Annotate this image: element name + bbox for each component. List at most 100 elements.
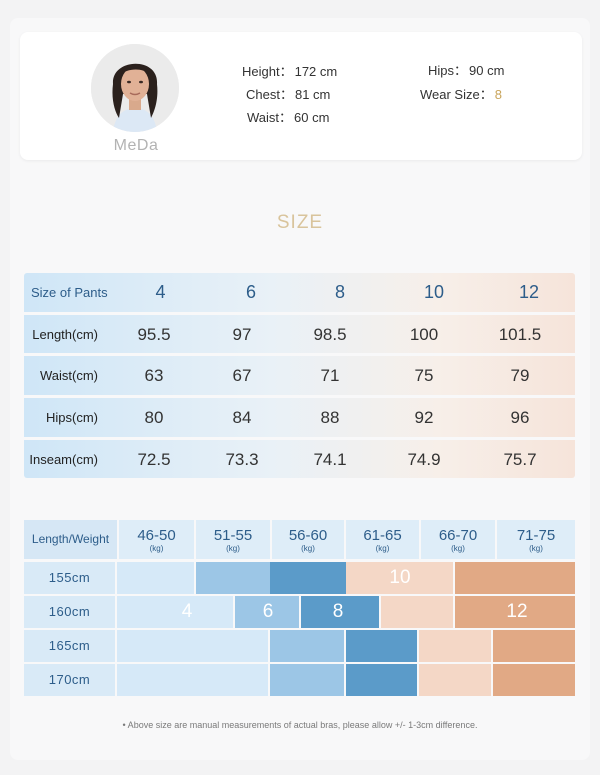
- model-name: MeDa: [113, 137, 159, 154]
- model-hips: Hips： 90 cm: [428, 60, 504, 79]
- table-cell: 96: [510, 408, 530, 427]
- hips-label: Hips：: [428, 63, 468, 78]
- chest-value: 81 cm: [294, 87, 331, 102]
- pants-size-table: Size of Pants 4 6 8 10 12 Length(cm) 95.…: [24, 273, 575, 478]
- table-cell: 97: [232, 325, 252, 344]
- pants-size-12: 12: [518, 282, 540, 302]
- size-6-zone: [196, 562, 270, 594]
- size-4-zone: [117, 630, 268, 662]
- weight-unit: (kg): [226, 544, 240, 553]
- weight-unit: (kg): [301, 544, 315, 553]
- table-cell: 80: [144, 408, 164, 427]
- table-cell: 72.5: [137, 450, 171, 469]
- size-12-zone: [493, 630, 575, 662]
- weight-col-4: 61-65 (kg): [346, 520, 419, 559]
- table-cell: 79: [510, 366, 530, 385]
- weight-header-label-cell: Length/Weight: [24, 520, 117, 559]
- size-chart-page: MeDa Height： 172 cm Chest： 81 cm Waist： 60 …: [10, 18, 590, 760]
- size-8-zone: [346, 630, 417, 662]
- weight-range: 46-50: [137, 527, 176, 544]
- pants-size-8: 8: [334, 282, 345, 302]
- waist-value: 60 cm: [294, 110, 330, 125]
- model-waist: Waist： 60 cm: [247, 107, 329, 126]
- weight-range: 66-70: [438, 527, 478, 544]
- size-4-label: 4: [181, 601, 193, 622]
- weight-col-1: 46-50 (kg): [119, 520, 194, 559]
- row-label-inseam: Inseam(cm): [29, 452, 98, 467]
- model-wear-size: Wear Size： 8: [420, 84, 502, 103]
- weight-unit: (kg): [451, 544, 465, 553]
- size-4-zone: [117, 664, 268, 696]
- table-cell: 74.9: [407, 450, 441, 469]
- height-weight-table: Length/Weight 46-50 (kg) 51-55 (kg) 56-6…: [24, 520, 575, 699]
- pants-size-4: 4: [155, 282, 166, 302]
- size-8-zone: [270, 562, 346, 594]
- table-cell: 88: [320, 408, 340, 427]
- size-4-zone: [117, 562, 194, 594]
- size-12-zone: [493, 664, 575, 696]
- weight-range: 56-60: [288, 527, 328, 544]
- table-cell: 95.5: [137, 325, 171, 344]
- table-cell: 74.1: [313, 450, 347, 469]
- table-cell: 100: [409, 325, 439, 344]
- table-cell: 71: [320, 366, 340, 385]
- chest-label: Chest：: [246, 87, 293, 102]
- model-height: Height： 172 cm: [242, 61, 337, 80]
- table-row: Waist(cm) 63 67 71 75 79: [24, 353, 575, 392]
- table-cell: 67: [232, 366, 252, 385]
- table-cell: 98.5: [313, 325, 347, 344]
- wear-size-label: Wear Size：: [420, 87, 493, 102]
- model-avatar: [91, 44, 179, 132]
- waist-label: Waist：: [247, 110, 293, 125]
- table-cell: 101.5: [498, 325, 542, 344]
- row-label-waist: Waist(cm): [39, 368, 98, 383]
- size-10-label: 10: [389, 567, 411, 588]
- model-portrait-image: [91, 44, 179, 132]
- table-cell: 92: [414, 408, 434, 427]
- size-10-zone: [381, 596, 453, 628]
- hips-value: 90 cm: [469, 63, 505, 78]
- table-cell: 84: [232, 408, 252, 427]
- size-section-title: SIZE: [276, 212, 324, 233]
- weight-col-5: 66-70 (kg): [421, 520, 495, 559]
- measurement-footnote: • Above size are manual measurements of …: [122, 720, 478, 730]
- height-label-170: 170cm: [24, 664, 115, 696]
- size-12-label: 12: [506, 601, 528, 622]
- size-8-zone: [346, 664, 417, 696]
- weight-header-label: Length/Weight: [31, 532, 110, 546]
- weight-unit: (kg): [375, 544, 390, 553]
- wear-size-value: 8: [494, 87, 502, 102]
- size-8-zone: [301, 596, 379, 628]
- size-10-zone: [419, 630, 491, 662]
- model-chest: Chest： 81 cm: [246, 84, 330, 103]
- size-6-label: 6: [262, 601, 274, 622]
- height-value: 172 cm: [294, 64, 338, 79]
- pants-size-6: 6: [245, 282, 256, 302]
- size-12-zone: [455, 596, 575, 628]
- table-cell: 63: [144, 366, 164, 385]
- height-label-165: 165cm: [24, 630, 115, 662]
- weight-unit: (kg): [529, 544, 543, 553]
- size-10-zone: [346, 562, 453, 594]
- row-label-hips: Hips(cm): [46, 410, 98, 425]
- table-cell: 75: [414, 366, 434, 385]
- height-label: Height：: [242, 64, 293, 79]
- table-cell: 73.3: [225, 450, 259, 469]
- weight-col-3: 56-60 (kg): [272, 520, 344, 559]
- weight-unit: (kg): [149, 544, 164, 553]
- row-label-length: Length(cm): [32, 327, 98, 342]
- table-row: Hips(cm) 80 84 88 92 96: [24, 395, 575, 434]
- weight-range: 51-55: [213, 527, 253, 544]
- pants-header-row: Size of Pants 4 6 8 10 12: [24, 273, 575, 312]
- size-4-zone: [117, 596, 233, 628]
- table-cell: 75.7: [503, 450, 537, 469]
- table-row: Length(cm) 95.5 97 98.5 100 101.5: [24, 312, 575, 351]
- height-label-160: 160cm: [24, 596, 115, 628]
- size-8-label: 8: [332, 601, 344, 622]
- height-label-155: 155cm: [24, 562, 115, 594]
- weight-col-6: 71-75 (kg): [497, 520, 575, 559]
- pants-header-label: Size of Pants: [31, 285, 108, 300]
- model-info-card: MeDa Height： 172 cm Chest： 81 cm Waist： 60 …: [20, 32, 582, 160]
- weight-range: 71-75: [516, 527, 556, 544]
- weight-col-2: 51-55 (kg): [196, 520, 270, 559]
